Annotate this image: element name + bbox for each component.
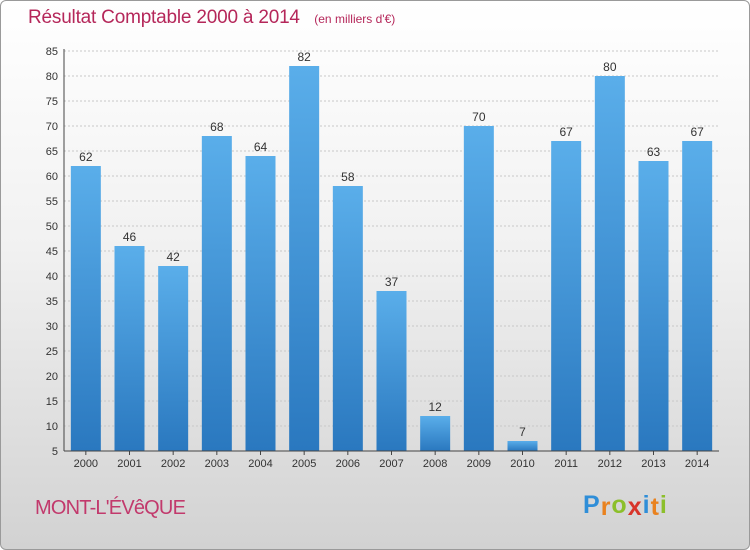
bar bbox=[332, 186, 363, 451]
bar bbox=[70, 166, 101, 451]
x-tick-label: 2000 bbox=[74, 458, 98, 470]
chart-title: Résultat Comptable 2000 à 2014 bbox=[28, 7, 300, 28]
brand-letter: o bbox=[611, 491, 628, 519]
x-tick-label: 2003 bbox=[205, 458, 229, 470]
brand-logo: Proxiti bbox=[583, 491, 668, 521]
bar bbox=[594, 76, 625, 451]
bar bbox=[507, 441, 538, 451]
brand-letter: P bbox=[583, 491, 601, 519]
y-tick-label: 50 bbox=[46, 221, 58, 233]
bar bbox=[158, 266, 189, 451]
y-tick-label: 20 bbox=[46, 371, 58, 383]
x-tick-label: 2014 bbox=[685, 458, 709, 470]
title-row: Résultat Comptable 2000 à 2014 (en milli… bbox=[28, 7, 395, 29]
brand-letter: r bbox=[600, 493, 612, 521]
bar bbox=[463, 126, 494, 451]
x-tick-label: 2008 bbox=[423, 458, 447, 470]
data-label: 42 bbox=[166, 250, 180, 264]
x-tick-label: 2010 bbox=[510, 458, 534, 470]
brand-letter: i bbox=[659, 491, 668, 519]
bar bbox=[114, 246, 145, 451]
data-label: 46 bbox=[123, 230, 137, 244]
y-tick-label: 30 bbox=[46, 321, 58, 333]
y-tick-label: 70 bbox=[46, 121, 58, 133]
bar bbox=[638, 161, 669, 451]
bars: 62 46 42 68 64 82 58 37 12 70 7 67 80 63 67 bbox=[70, 50, 713, 451]
data-label: 67 bbox=[559, 125, 573, 139]
data-label: 63 bbox=[647, 145, 661, 159]
x-tick-label: 2004 bbox=[248, 458, 272, 470]
x-tick-label: 2002 bbox=[161, 458, 185, 470]
bar bbox=[682, 141, 713, 451]
x-tick-label: 2012 bbox=[598, 458, 622, 470]
bar bbox=[201, 136, 232, 451]
y-tick-label: 65 bbox=[46, 146, 58, 158]
location-name: MONT-L'ÉVêQUE bbox=[35, 497, 186, 519]
data-label: 82 bbox=[297, 50, 311, 64]
data-label: 70 bbox=[472, 110, 486, 124]
y-tick-label: 15 bbox=[46, 396, 58, 408]
data-label: 7 bbox=[519, 425, 526, 439]
x-tick-label: 2001 bbox=[117, 458, 141, 470]
y-tick-label: 80 bbox=[46, 71, 58, 83]
x-tick-label: 2013 bbox=[641, 458, 665, 470]
y-tick-label: 10 bbox=[46, 421, 58, 433]
y-tick-label: 35 bbox=[46, 296, 58, 308]
y-tick-label: 40 bbox=[46, 271, 58, 283]
y-tick-label: 60 bbox=[46, 171, 58, 183]
y-tick-label: 5 bbox=[52, 446, 58, 458]
bar bbox=[420, 416, 451, 451]
y-tick-label: 45 bbox=[46, 246, 58, 258]
bar bbox=[376, 291, 407, 451]
y-tick-label: 85 bbox=[46, 46, 58, 58]
brand-letter: t bbox=[650, 493, 660, 521]
data-label: 58 bbox=[341, 170, 355, 184]
data-label: 64 bbox=[254, 140, 268, 154]
x-tick-label: 2006 bbox=[336, 458, 360, 470]
x-tick-label: 2009 bbox=[467, 458, 491, 470]
data-label: 80 bbox=[603, 60, 617, 74]
y-tick-label: 55 bbox=[46, 196, 58, 208]
data-label: 67 bbox=[690, 125, 704, 139]
y-tick-label: 75 bbox=[46, 96, 58, 108]
bar bbox=[551, 141, 582, 451]
bar bbox=[289, 66, 320, 451]
axes: 5 10 15 20 25 30 35 40 45 50 55 60 65 70 75 80 85 2000 200… bbox=[46, 46, 719, 470]
data-label: 62 bbox=[79, 150, 93, 164]
bar bbox=[245, 156, 276, 451]
brand-letter: i bbox=[642, 491, 651, 519]
y-tick-label: 25 bbox=[46, 346, 58, 358]
data-label: 37 bbox=[385, 275, 399, 289]
chart-subtitle: (en milliers d'€) bbox=[314, 12, 396, 26]
brand-letter: x bbox=[627, 493, 643, 521]
x-tick-label: 2007 bbox=[379, 458, 403, 470]
x-tick-label: 2011 bbox=[554, 458, 578, 470]
x-tick-label: 2005 bbox=[292, 458, 316, 470]
data-label: 12 bbox=[428, 400, 442, 414]
data-label: 68 bbox=[210, 120, 224, 134]
